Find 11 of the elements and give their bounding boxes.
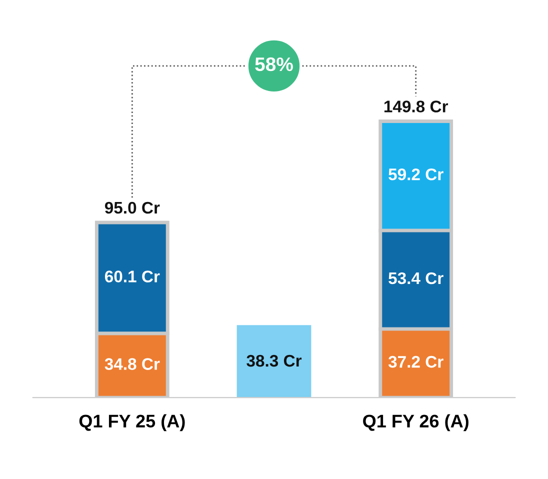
x-tick-label: Q1 FY 26 (A) <box>363 414 468 432</box>
data-label: 38.3 Cr <box>246 354 302 367</box>
data-label: 34.8 Cr <box>104 358 160 370</box>
data-label: 37.2 Cr <box>388 356 444 368</box>
x-tick-label: Q1 FY 25 (A) <box>79 414 185 432</box>
total-label: 149.8 Cr <box>384 100 448 112</box>
text: 58% <box>255 57 293 72</box>
total-label: 95.0 Cr <box>104 202 160 214</box>
data-label: 53.4 Cr <box>388 272 444 284</box>
data-label: 60.1 Cr <box>104 270 160 282</box>
data-label: 59.2 Cr <box>388 168 444 180</box>
